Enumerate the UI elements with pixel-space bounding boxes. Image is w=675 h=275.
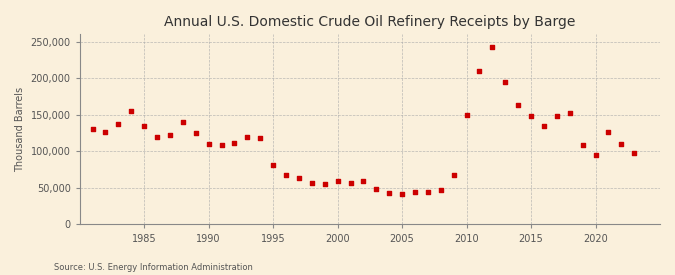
Point bbox=[190, 131, 201, 135]
Point bbox=[216, 143, 227, 148]
Point bbox=[551, 113, 562, 118]
Point bbox=[423, 190, 433, 194]
Point bbox=[165, 133, 176, 138]
Point bbox=[564, 110, 575, 115]
Point bbox=[255, 136, 266, 140]
Point bbox=[629, 151, 640, 155]
Point bbox=[113, 122, 124, 127]
Point bbox=[268, 162, 279, 167]
Title: Annual U.S. Domestic Crude Oil Refinery Receipts by Barge: Annual U.S. Domestic Crude Oil Refinery … bbox=[164, 15, 576, 29]
Point bbox=[526, 114, 537, 119]
Point bbox=[152, 134, 163, 139]
Point bbox=[397, 192, 408, 197]
Point bbox=[281, 173, 292, 178]
Text: Source: U.S. Energy Information Administration: Source: U.S. Energy Information Administ… bbox=[54, 263, 253, 272]
Point bbox=[332, 178, 343, 183]
Point bbox=[345, 181, 356, 185]
Point bbox=[371, 187, 381, 192]
Point bbox=[410, 190, 421, 194]
Point bbox=[500, 80, 511, 84]
Point bbox=[294, 176, 304, 181]
Point bbox=[87, 127, 98, 132]
Point bbox=[139, 123, 150, 128]
Point bbox=[229, 140, 240, 145]
Point bbox=[100, 130, 111, 134]
Point bbox=[603, 130, 614, 134]
Point bbox=[319, 181, 330, 186]
Point bbox=[590, 153, 601, 157]
Point bbox=[384, 191, 395, 195]
Point bbox=[126, 109, 137, 113]
Point bbox=[203, 142, 214, 146]
Point bbox=[539, 123, 549, 128]
Point bbox=[616, 142, 626, 146]
Point bbox=[487, 45, 497, 49]
Point bbox=[474, 69, 485, 73]
Point bbox=[358, 178, 369, 183]
Point bbox=[435, 188, 446, 192]
Point bbox=[178, 120, 188, 124]
Point bbox=[242, 134, 252, 139]
Y-axis label: Thousand Barrels: Thousand Barrels bbox=[15, 87, 25, 172]
Point bbox=[513, 103, 524, 108]
Point bbox=[448, 172, 459, 177]
Point bbox=[461, 112, 472, 117]
Point bbox=[306, 181, 317, 185]
Point bbox=[577, 143, 588, 148]
